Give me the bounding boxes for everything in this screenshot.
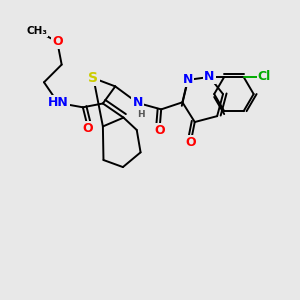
Text: O: O [52, 35, 63, 48]
Text: H: H [137, 110, 144, 118]
Text: O: O [83, 122, 94, 135]
Text: Cl: Cl [258, 70, 271, 83]
Text: O: O [185, 136, 196, 149]
Text: S: S [88, 71, 98, 85]
Text: O: O [154, 124, 165, 137]
Text: N: N [182, 74, 193, 86]
Text: N: N [204, 70, 215, 83]
Text: HN: HN [48, 96, 68, 110]
Text: N: N [132, 96, 143, 110]
Text: CH₃: CH₃ [26, 26, 47, 36]
